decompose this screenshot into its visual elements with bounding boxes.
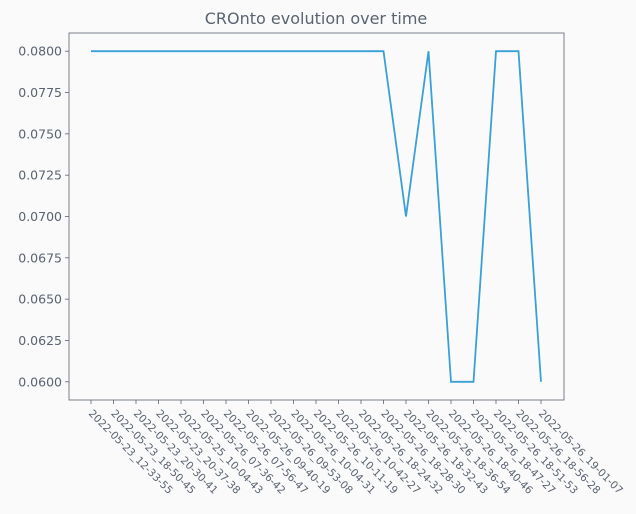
y-tick-label: 0.0600 [18,374,62,389]
x-axis: 2022-05-23_12-33-552022-05-23_18-50-4520… [86,400,625,497]
y-tick-label: 0.0800 [18,44,62,59]
y-axis: 0.0600 0.0625 0.0650 0.0675 0.0700 0.0725 0.07… [18,44,69,389]
y-tick-label: 0.0725 [18,168,62,183]
y-tick-label: 0.0750 [18,126,62,141]
y-tick-label: 0.0625 [18,333,62,348]
series-line [91,50,542,383]
y-tick-label: 0.0700 [18,209,62,224]
plot-area [68,32,565,401]
chart-title: CROnto evolution over time [205,9,428,28]
y-tick-label: 0.0775 [18,85,62,100]
y-tick-label: 0.0675 [18,250,62,265]
y-tick-label: 0.0650 [18,292,62,307]
series-layer [91,50,542,383]
